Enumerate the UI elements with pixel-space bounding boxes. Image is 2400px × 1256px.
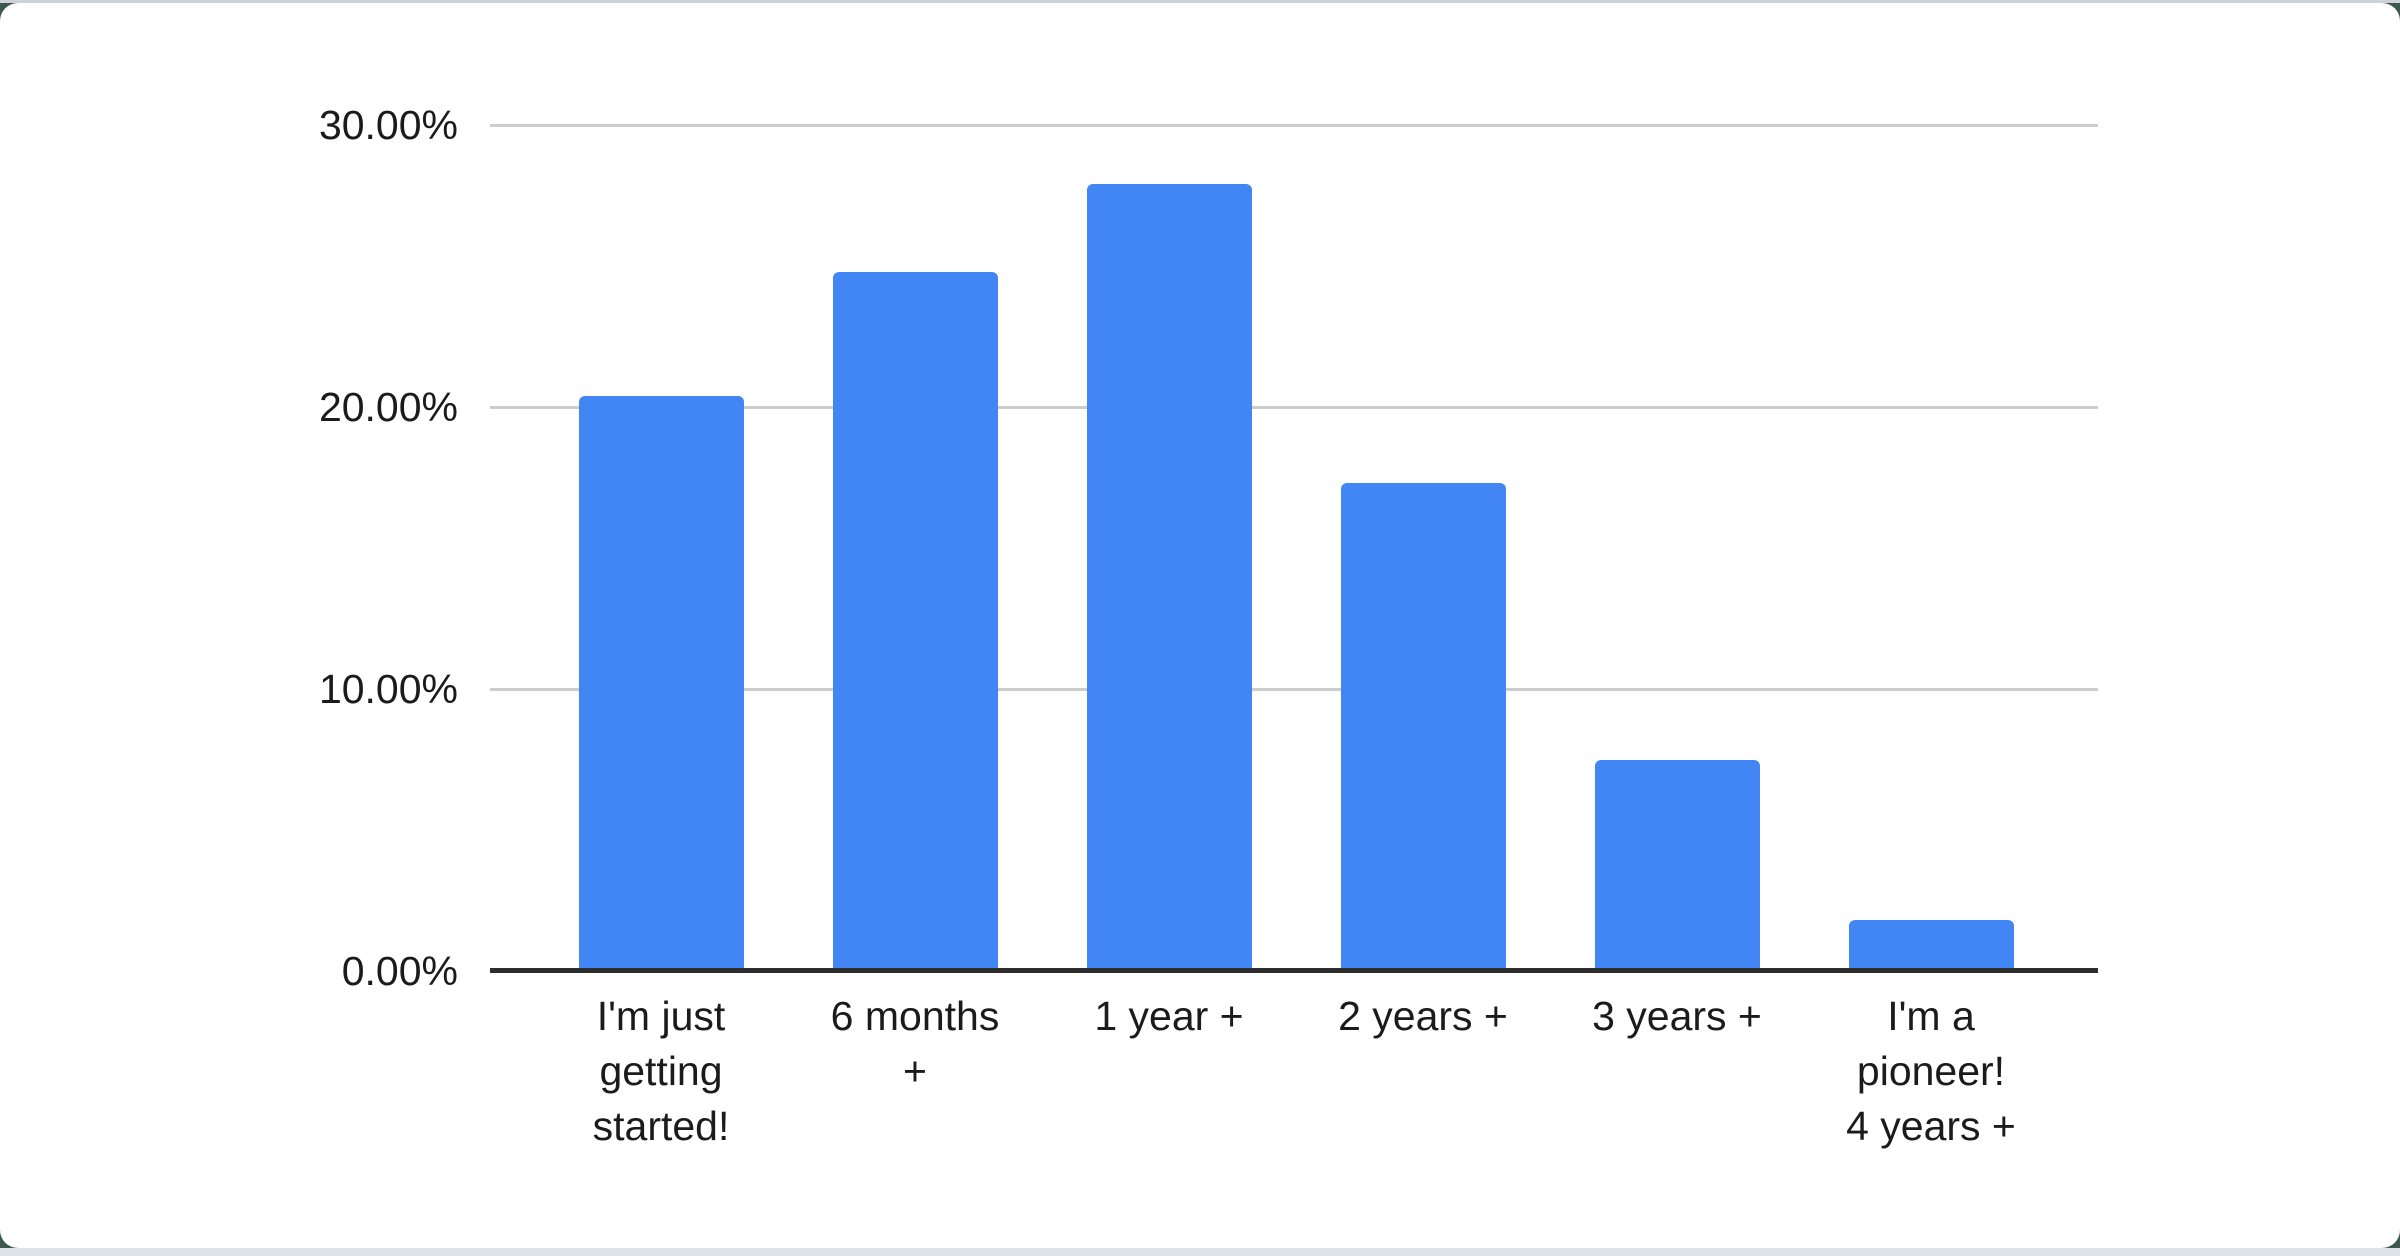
chart-card: 0.00% 10.00% 20.00% 30.00% I'm just getting…: [0, 3, 2400, 1248]
x-axis-category-label: I'm a pioneer! 4 years +: [1846, 993, 2016, 1149]
x-axis-line: [490, 968, 2098, 973]
x-axis-category-label: 1 year +: [1094, 993, 1244, 1039]
y-tick-label: 20.00%: [318, 384, 458, 430]
bar-3: [1086, 184, 1252, 971]
top-edge-line: [0, 0, 2400, 3]
gridline: [490, 123, 2098, 127]
x-axis-category-label: 2 years +: [1338, 993, 1508, 1039]
bar-4: [1340, 483, 1506, 971]
y-tick-label: 0.00%: [341, 948, 458, 994]
x-axis-category-label: 6 months +: [830, 993, 1000, 1094]
bar-chart: 0.00% 10.00% 20.00% 30.00% I'm just getting…: [0, 3, 2400, 1248]
gridline: [490, 405, 2098, 409]
bar-6: [1848, 920, 2014, 971]
gridline: [490, 687, 2098, 691]
x-axis-category-label: 3 years +: [1592, 993, 1762, 1039]
bar-2: [832, 271, 998, 971]
bar-1: [578, 395, 744, 971]
bar-5: [1594, 759, 1760, 971]
y-tick-label: 10.00%: [318, 666, 458, 712]
bottom-strip: [0, 1248, 2400, 1256]
y-tick-label: 30.00%: [318, 102, 458, 148]
x-axis-category-label: I'm just getting started!: [592, 993, 730, 1149]
